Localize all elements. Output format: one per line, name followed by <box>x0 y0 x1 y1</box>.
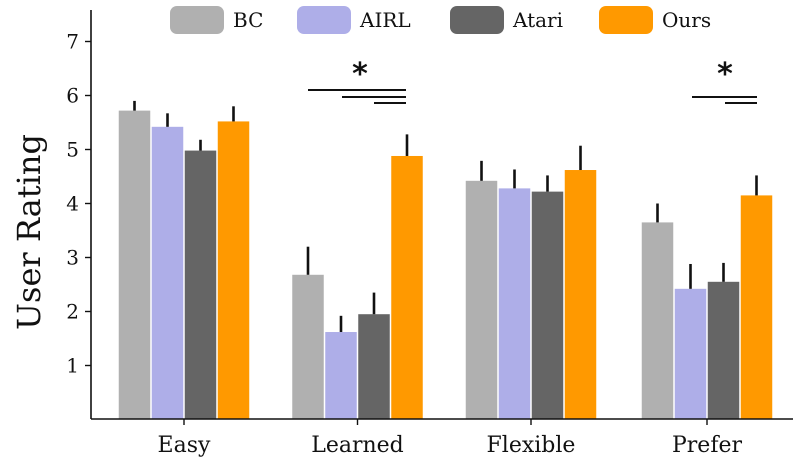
bar-atari-flexible <box>531 191 564 419</box>
bar-airl-flexible <box>498 188 531 419</box>
bar-ours-prefer <box>740 195 773 419</box>
y-tick-label-6: 6 <box>66 84 79 108</box>
bar-bc-learned <box>292 274 324 419</box>
legend-label-airl: AIRL <box>359 8 411 32</box>
legend-label-atari: Atari <box>512 8 563 32</box>
y-tick-label-7: 7 <box>66 30 79 54</box>
x-tick-label-easy: Easy <box>158 433 211 458</box>
bar-airl-easy <box>151 126 184 419</box>
bar-ours-flexible <box>564 170 597 419</box>
legend-label-ours: Ours <box>662 8 711 32</box>
bar-bc-easy <box>118 110 151 420</box>
y-tick-label-4: 4 <box>66 192 79 216</box>
legend-swatch-atari <box>450 6 504 34</box>
bars-layer <box>118 110 773 420</box>
significance-star-prefer: * <box>717 57 733 92</box>
y-tick-label-3: 3 <box>66 246 79 270</box>
error-bars-layer <box>133 100 758 333</box>
significance-markers: * * <box>308 57 757 104</box>
y-axis-label: User Rating <box>10 134 48 330</box>
x-tick-label-flexible: Flexible <box>487 433 576 458</box>
legend-label-bc: BC <box>233 8 263 32</box>
legend-swatch-airl <box>297 6 351 34</box>
axes: 1 2 3 4 5 6 7 Easy Learned Flexible Prefer <box>66 10 793 458</box>
y-tick-label-2: 2 <box>66 300 79 324</box>
bar-ours-easy <box>217 121 250 420</box>
legend-swatch-ours <box>599 6 653 34</box>
legend-swatch-bc <box>170 6 224 34</box>
legend: BC AIRL Atari Ours <box>170 6 711 34</box>
bar-atari-easy <box>184 150 217 419</box>
bar-atari-prefer <box>707 281 740 419</box>
bar-bc-prefer <box>641 222 674 419</box>
bar-bc-flexible <box>465 180 498 419</box>
y-tick-label-5: 5 <box>66 138 79 162</box>
bar-atari-learned <box>358 314 390 419</box>
x-tick-label-learned: Learned <box>311 433 404 458</box>
bar-airl-learned <box>325 332 357 419</box>
x-tick-label-prefer: Prefer <box>672 433 743 458</box>
bar-ours-learned <box>391 155 423 420</box>
y-tick-label-1: 1 <box>66 354 79 378</box>
significance-star-learned: * <box>352 57 368 92</box>
bar-airl-prefer <box>674 288 707 419</box>
